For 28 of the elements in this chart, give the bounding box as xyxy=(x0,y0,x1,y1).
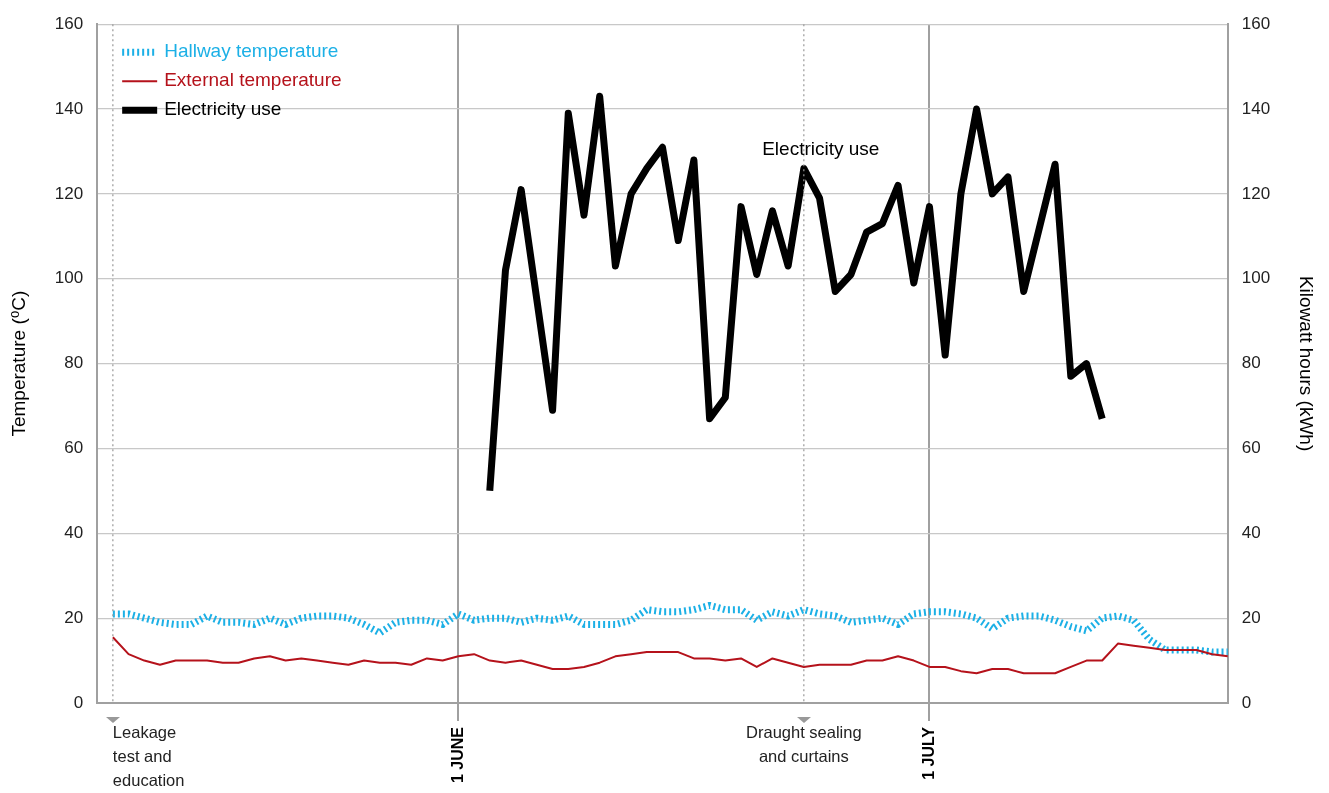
y-tick-label: 80 xyxy=(64,353,84,373)
legend-label: Electricity use xyxy=(164,98,282,120)
y2-tick-label: 0 xyxy=(1241,692,1252,712)
y-tick-label: 40 xyxy=(64,522,84,542)
ref-line-label: Leakage test and education xyxy=(112,722,185,789)
y2-tick-label: 80 xyxy=(1241,353,1261,373)
x-tick-label: 1 JULY xyxy=(919,726,937,780)
y2-tick-label: 160 xyxy=(1241,13,1271,33)
legend-label: Hallway temperature xyxy=(164,40,339,62)
y-tick-label: 100 xyxy=(54,268,84,288)
y-tick-label: 0 xyxy=(73,692,84,712)
y2-tick-label: 140 xyxy=(1241,98,1271,118)
legend-label: External temperature xyxy=(164,69,342,91)
y2-axis-title: Kilowatt hours (kWh) xyxy=(1296,275,1318,452)
y-tick-label: 160 xyxy=(54,13,84,33)
y-tick-label: 60 xyxy=(64,438,84,458)
y2-tick-label: 120 xyxy=(1241,183,1271,203)
y2-tick-label: 100 xyxy=(1241,268,1271,288)
annotation: Electricity use xyxy=(762,138,880,160)
y2-tick-label: 60 xyxy=(1241,438,1261,458)
x-tick-label: 1 JUNE xyxy=(448,726,466,784)
y-axis-title: Temperature (⁰C) xyxy=(7,290,29,437)
y2-tick-label: 20 xyxy=(1241,607,1261,627)
y-tick-label: 140 xyxy=(54,98,84,118)
y-tick-label: 120 xyxy=(54,183,84,203)
ref-line-label: Draught sealing and curtains xyxy=(746,722,862,765)
y2-tick-label: 40 xyxy=(1241,522,1261,542)
y-tick-label: 20 xyxy=(64,607,84,627)
